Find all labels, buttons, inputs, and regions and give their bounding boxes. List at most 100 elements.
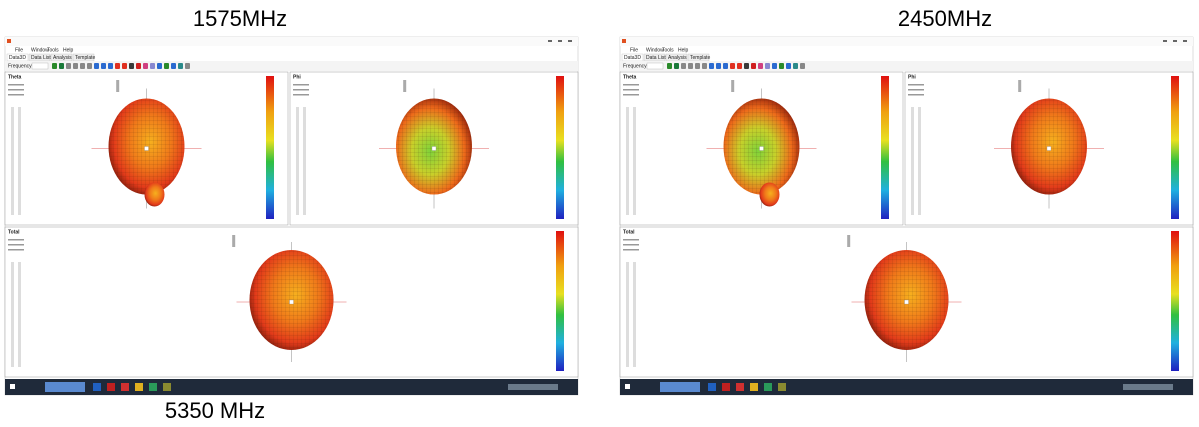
info-line (623, 239, 639, 241)
info-line (8, 84, 24, 86)
toolbar-icon (73, 63, 78, 69)
info-line (908, 94, 924, 96)
toolbar-icon (793, 63, 798, 69)
toolbar-icon (87, 63, 92, 69)
view-cube (731, 80, 735, 92)
toolbar-label: Frequency (623, 63, 647, 69)
colorbar (556, 76, 564, 219)
view-cube (847, 235, 851, 247)
info-line (8, 239, 24, 241)
info-line (908, 89, 924, 91)
toolbar-icon (164, 63, 169, 69)
tab-label: Analysis (53, 55, 72, 61)
toolbar-icon (688, 63, 693, 69)
menu-item: Tools (662, 47, 674, 53)
panel: Phi (904, 71, 1194, 226)
toolbar-icon (716, 63, 721, 69)
colorbar (1171, 231, 1179, 371)
tray (508, 384, 558, 390)
window-button (558, 40, 562, 42)
info-line (8, 89, 24, 91)
tab-label: Template (690, 55, 711, 61)
panel-title: Phi (908, 74, 916, 80)
menu-item: File (630, 47, 638, 53)
origin-marker (431, 146, 437, 151)
colorbar (266, 76, 274, 219)
taskbar-icon (93, 383, 101, 391)
panel: Phi (289, 71, 579, 226)
slider (303, 107, 306, 215)
taskbar-icon (750, 383, 758, 391)
info-line (8, 94, 24, 96)
info-line (623, 244, 639, 246)
panel: Theta (619, 71, 904, 226)
start-button (625, 384, 630, 389)
caption: 2450MHz (898, 6, 992, 31)
info-line (293, 94, 309, 96)
toolbar-icon (695, 63, 700, 69)
toolbar-icon (730, 63, 735, 69)
tab-label: Data List (31, 55, 51, 61)
menu-item: File (15, 47, 23, 53)
caption: 5350 MHz (165, 398, 265, 423)
view-cube (232, 235, 236, 247)
slider (18, 262, 21, 367)
toolbar-icon (786, 63, 791, 69)
toolbar-icon (66, 63, 71, 69)
title-bar (5, 37, 578, 46)
title-bar (620, 37, 1193, 46)
app-icon (7, 39, 11, 43)
menu-item: Help (63, 47, 74, 53)
toolbar-icon (178, 63, 183, 69)
toolbar-icon (143, 63, 148, 69)
taskbar-icon (722, 383, 730, 391)
frequency-select (646, 62, 664, 70)
window-button (548, 40, 552, 42)
toolbar-icon (59, 63, 64, 69)
toolbar-icon (709, 63, 714, 69)
search-box (660, 382, 700, 392)
colorbar (881, 76, 889, 219)
toolbar-icon (758, 63, 763, 69)
toolbar-icon (101, 63, 106, 69)
toolbar (620, 61, 1193, 71)
view-cube (1018, 80, 1022, 92)
taskbar-icon (708, 383, 716, 391)
toolbar-icon (171, 63, 176, 69)
toolbar-icon (115, 63, 120, 69)
colorbar (1171, 76, 1179, 219)
taskbar-icon (107, 383, 115, 391)
tray (1123, 384, 1173, 390)
panel: Total (619, 226, 1194, 378)
toolbar-icon (800, 63, 805, 69)
origin-marker (759, 146, 764, 151)
taskbar-icon (736, 383, 744, 391)
menu-item: Help (678, 47, 689, 53)
toolbar (5, 61, 578, 71)
tab-label: Template (75, 55, 96, 61)
info-line (293, 89, 309, 91)
toolbar-icon (667, 63, 672, 69)
menu-item: Tools (47, 47, 59, 53)
toolbar-icon (185, 63, 190, 69)
taskbar-icon (764, 383, 772, 391)
toolbar-label: Frequency (8, 63, 32, 69)
slider (18, 107, 21, 215)
view-cube (403, 80, 407, 92)
toolbar-icon (772, 63, 777, 69)
slider (296, 107, 299, 215)
tab-label: Data List (646, 55, 666, 61)
toolbar-icon (52, 63, 57, 69)
panel-title: Theta (623, 74, 637, 80)
menu-item: Window (31, 47, 49, 53)
slider (911, 107, 914, 215)
window-button (1173, 40, 1177, 42)
window-button (568, 40, 572, 42)
slider (633, 262, 636, 367)
toolbar-icon (779, 63, 784, 69)
toolbar-icon (681, 63, 686, 69)
toolbar-icon (80, 63, 85, 69)
start-button (10, 384, 15, 389)
